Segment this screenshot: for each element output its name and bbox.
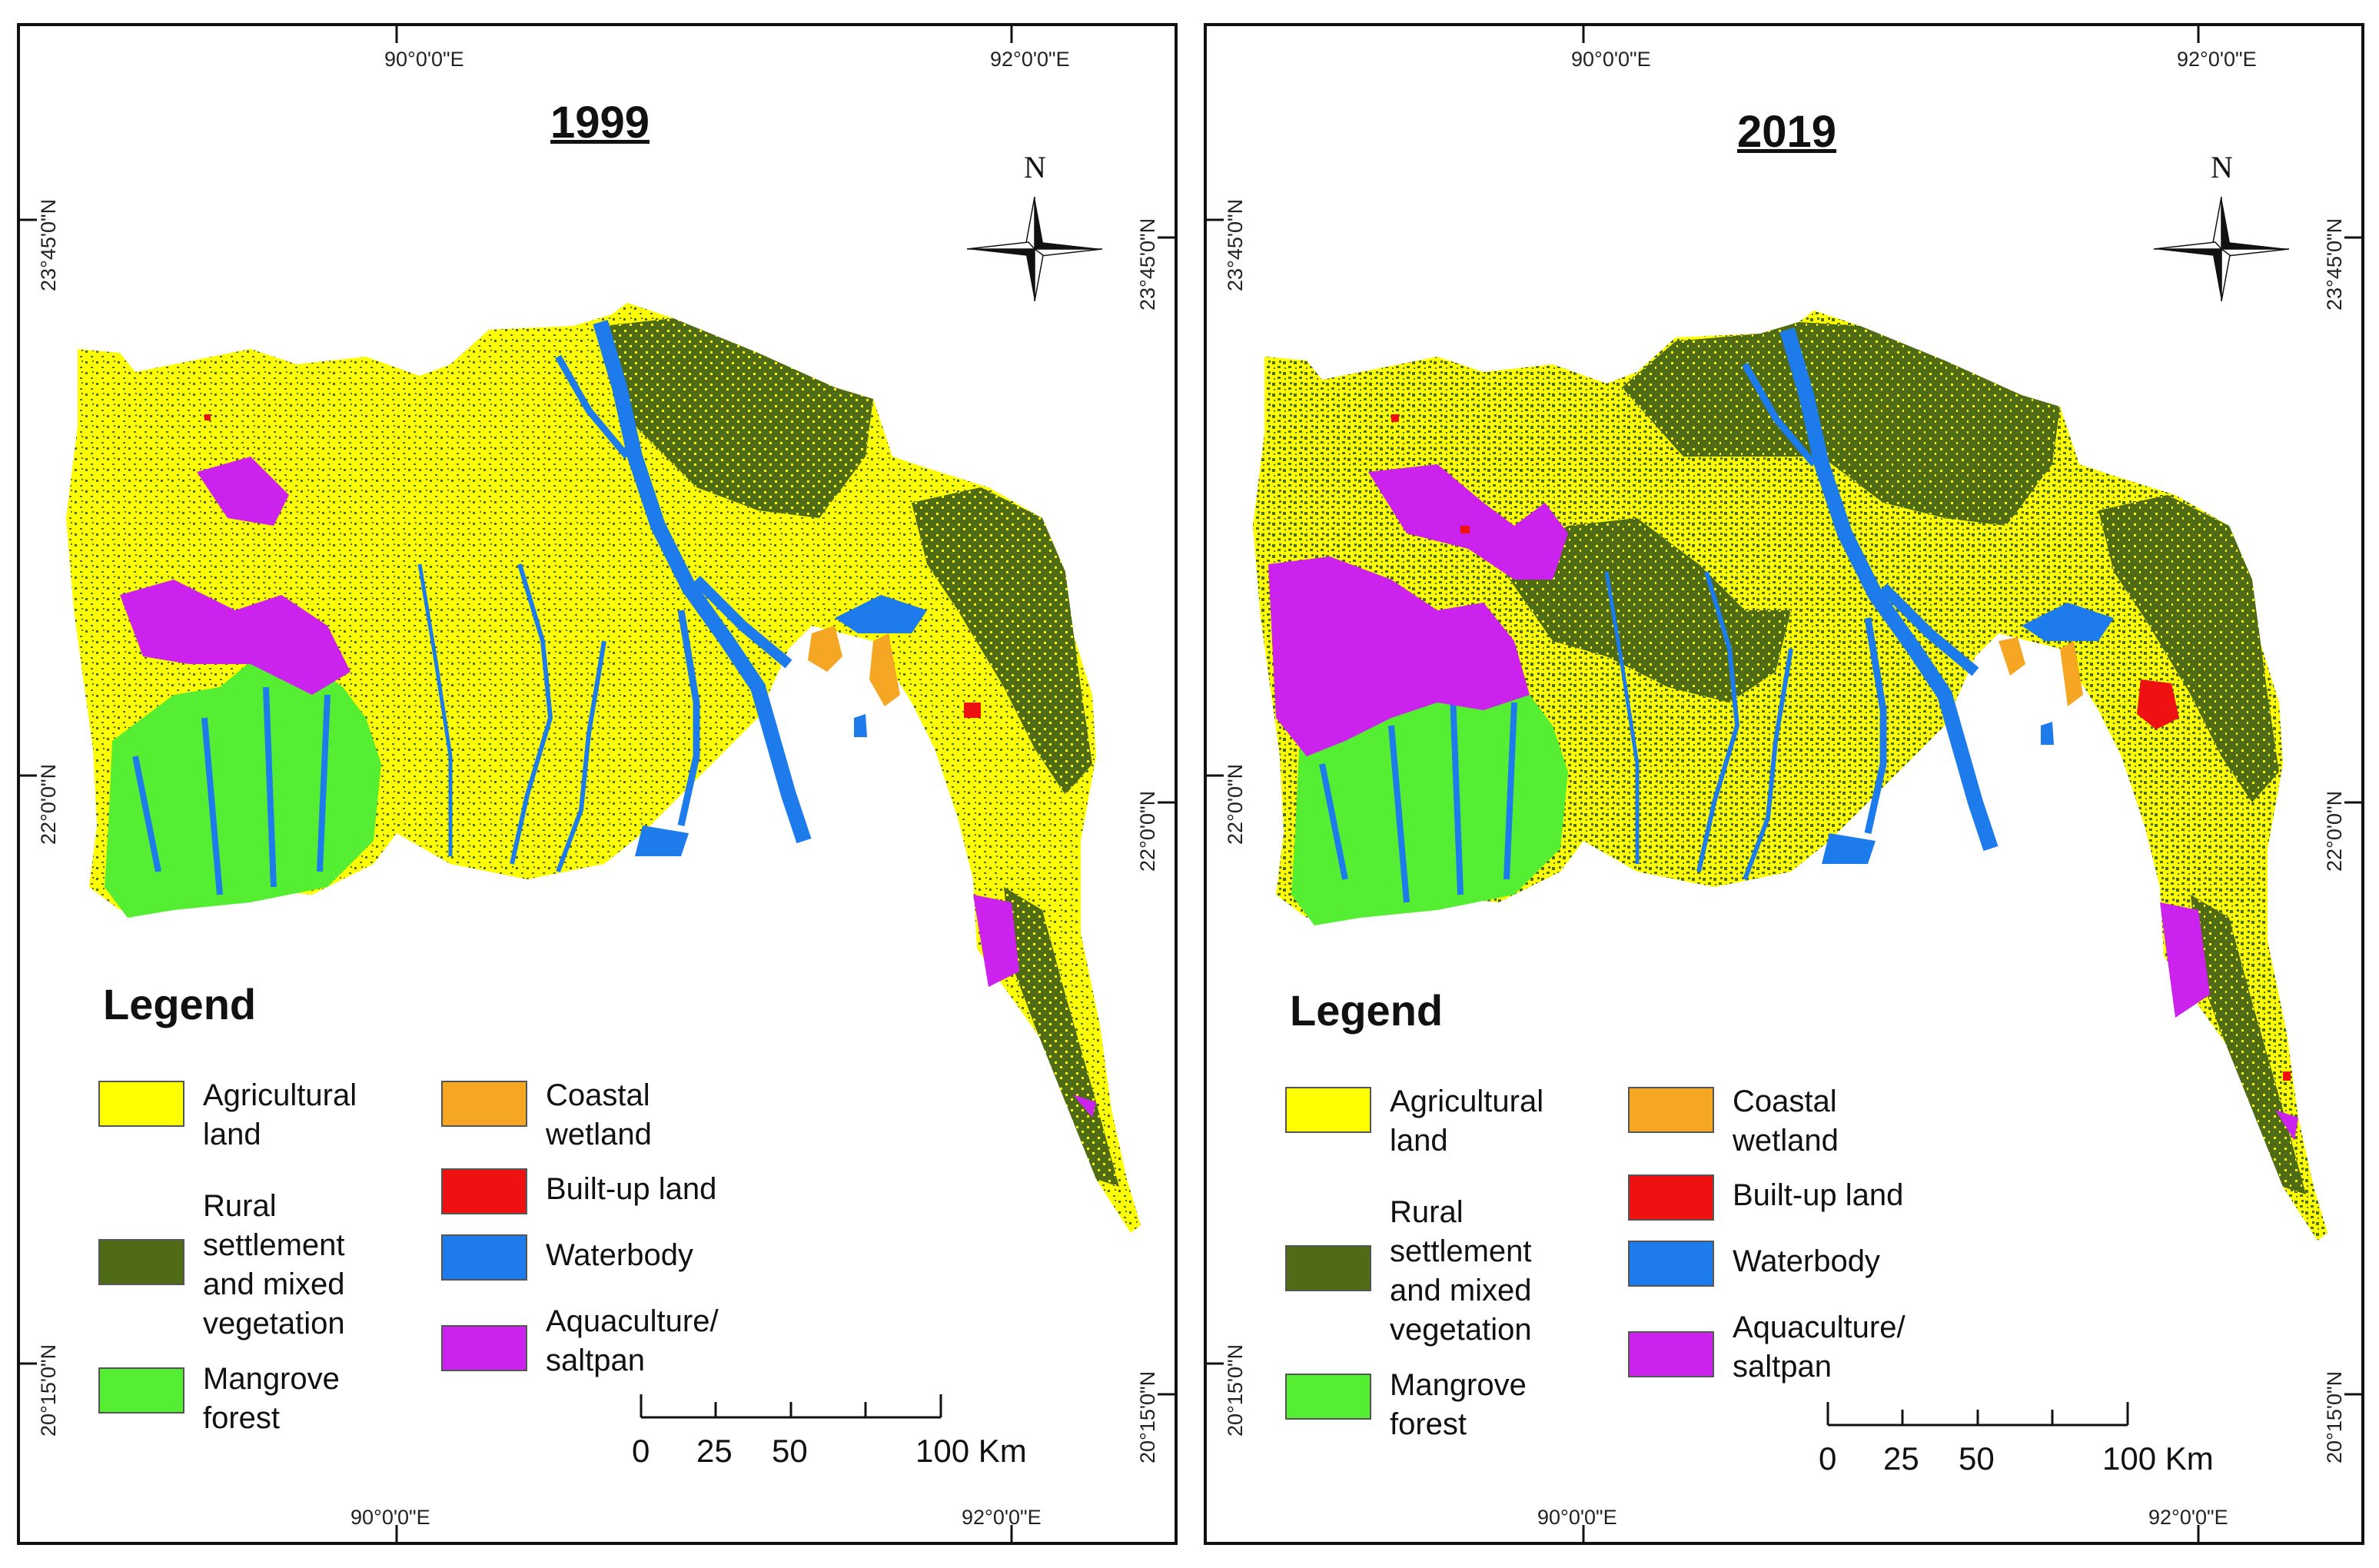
legend-item-mangrove: Mangrove forest [1285, 1366, 1559, 1444]
legend-item-rural: Rural settlement and mixed vegetation [98, 1187, 387, 1344]
north-label: N [2211, 150, 2233, 184]
legend-item-rural: Rural settlement and mixed vegetation [1285, 1193, 1574, 1350]
lon-label-bottom-left: 90°0'0"E [351, 1506, 430, 1529]
lat-label-right-top: 23°45'0"N [2323, 218, 2346, 311]
lon-label-top-left: 90°0'0"E [1571, 48, 1651, 71]
lon-label-top-right: 92°0'0"E [2177, 48, 2257, 71]
scale-label-0: 0 [1819, 1440, 1837, 1477]
legend-item-coastal: Coastal wetland [441, 1078, 699, 1154]
lon-label-top-left: 90°0'0"E [384, 48, 464, 71]
swatch-aqua [1628, 1331, 1714, 1377]
swatch-coastal [1628, 1087, 1714, 1133]
swatch-builtup [441, 1168, 527, 1214]
map-graphic [20, 26, 1175, 1542]
legend-item-water: Waterbody [441, 1234, 746, 1281]
swatch-builtup [1628, 1174, 1714, 1221]
legend-item-mangrove: Mangrove forest [98, 1360, 372, 1438]
lon-label-bottom-right: 92°0'0"E [2148, 1506, 2228, 1529]
swatch-agricultural [1285, 1087, 1371, 1133]
lon-label-bottom-left: 90°0'0"E [1537, 1506, 1617, 1529]
scale-label-50: 50 [1959, 1440, 1995, 1477]
map-panel-2019: 90°0'0"E 92°0'0"E 90°0'0"E 92°0'0"E 23°4… [1204, 23, 2364, 1545]
lat-label-right-top: 23°45'0"N [1136, 218, 1159, 311]
north-arrow-icon [2153, 196, 2290, 302]
legend-title: Legend [103, 980, 257, 1028]
legend-title: Legend [1290, 986, 1444, 1035]
lat-label-right-mid: 22°0'0"N [2323, 790, 2346, 872]
lat-label-right-bottom: 20°15'0"N [2323, 1370, 2346, 1463]
scale-label-100: 100 Km [2102, 1440, 2214, 1477]
lat-label-left-bottom: 20°15'0"N [1224, 1344, 1247, 1437]
lat-label-left-top: 23°45'0"N [37, 198, 60, 291]
scale-label-25: 25 [696, 1433, 733, 1469]
lon-label-top-right: 92°0'0"E [990, 48, 1070, 71]
north-arrow-icon [966, 196, 1103, 302]
map-panel-1999: 90°0'0"E 92°0'0"E 90°0'0"E 92°0'0"E 23°4… [17, 23, 1178, 1545]
swatch-aqua [441, 1325, 527, 1371]
legend-item-builtup: Built-up land [441, 1168, 746, 1214]
map-title: 1999 [550, 98, 650, 148]
swatch-water [441, 1234, 527, 1281]
legend-item-coastal: Coastal wetland [1628, 1085, 1886, 1161]
legend-item-aqua: Aquaculture/ saltpan [1628, 1308, 1940, 1387]
legend-item-water: Waterbody [1628, 1241, 1932, 1287]
swatch-rural [1285, 1245, 1371, 1291]
swatch-rural [98, 1239, 184, 1285]
lat-label-left-top: 23°45'0"N [1224, 198, 1247, 291]
scale-bar [640, 1394, 942, 1419]
scale-bar [1826, 1402, 2129, 1427]
lon-label-bottom-right: 92°0'0"E [962, 1506, 1042, 1529]
swatch-water [1628, 1241, 1714, 1287]
scale-label-50: 50 [772, 1433, 808, 1469]
scale-label-25: 25 [1883, 1440, 1919, 1477]
legend-item-builtup: Built-up land [1628, 1174, 1932, 1221]
map-graphic [1207, 26, 2361, 1542]
scale-label-0: 0 [632, 1433, 650, 1469]
lat-label-right-mid: 22°0'0"N [1136, 790, 1159, 872]
legend-item-agricultural: Agricultural land [1285, 1085, 1590, 1161]
lat-label-left-bottom: 20°15'0"N [37, 1344, 60, 1437]
lat-label-left-mid: 22°0'0"N [37, 763, 60, 845]
swatch-coastal [441, 1081, 527, 1127]
north-label: N [1024, 150, 1046, 184]
lat-label-right-bottom: 20°15'0"N [1136, 1370, 1159, 1463]
swatch-mangrove [1285, 1374, 1371, 1420]
map-title: 2019 [1737, 107, 1837, 157]
lat-label-left-mid: 22°0'0"N [1224, 763, 1247, 845]
swatch-agricultural [98, 1081, 184, 1127]
legend-item-agricultural: Agricultural land [98, 1078, 403, 1154]
scale-label-100: 100 Km [915, 1433, 1027, 1469]
legend-item-aqua: Aquaculture/ saltpan [441, 1302, 753, 1380]
swatch-mangrove [98, 1367, 184, 1414]
